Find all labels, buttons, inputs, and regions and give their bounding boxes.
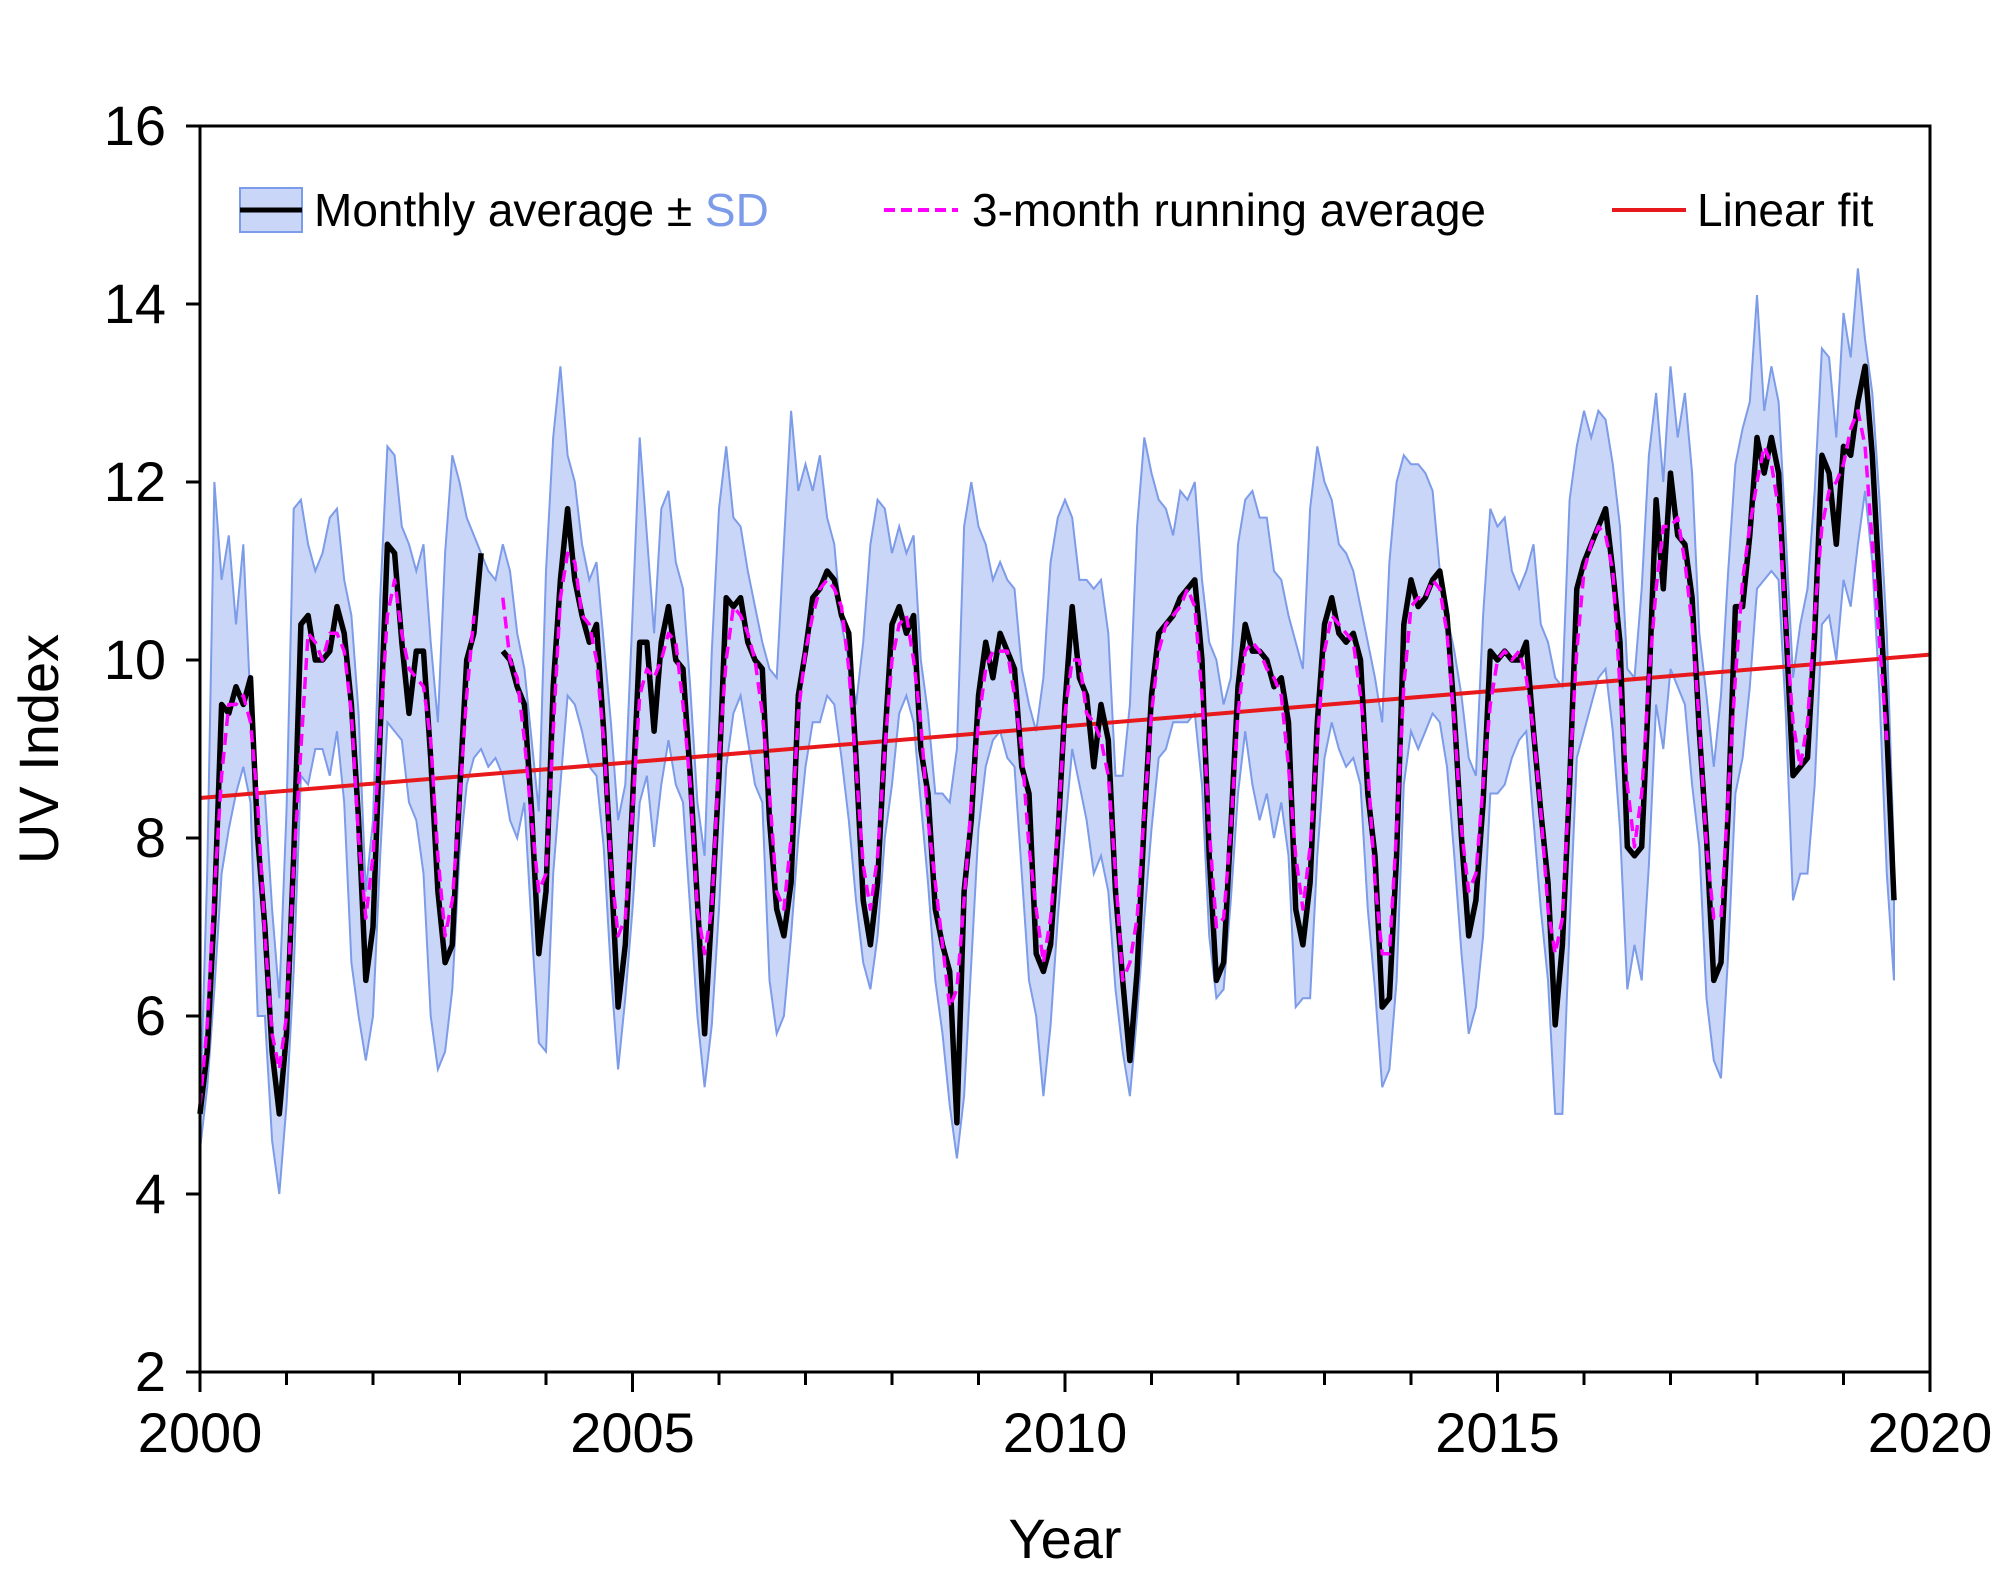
running-average-line (198, 409, 1889, 1106)
x-tick-label: 2010 (1003, 1401, 1128, 1464)
x-axis-label: Year (1008, 1507, 1121, 1570)
y-tick-label: 8 (135, 806, 166, 869)
x-tick-label: 2005 (570, 1401, 695, 1464)
y-tick-label: 10 (104, 628, 166, 691)
legend-monthly-label: Monthly average ± SD (314, 184, 769, 236)
legend-fit-label: Linear fit (1697, 184, 1874, 236)
y-tick-label: 6 (135, 984, 166, 1047)
legend-monthly-text: Monthly average ± (314, 184, 705, 236)
y-tick-label: 16 (104, 94, 166, 157)
y-axis-label: UV Index (7, 634, 70, 864)
y-tick-label: 12 (104, 450, 166, 513)
y-tick-label: 4 (135, 1162, 166, 1225)
y-tick-label: 2 (135, 1340, 166, 1403)
y-axis: 2 4 6 8 10 12 14 16 (104, 94, 200, 1403)
sd-band (199, 268, 1895, 1195)
legend: Monthly average ± SD 3-month running ave… (239, 184, 1874, 236)
x-tick-label: 2000 (138, 1401, 263, 1464)
x-axis: 2000 2005 2010 2015 2020 (138, 1372, 1993, 1464)
x-tick-label: 2015 (1435, 1401, 1560, 1464)
sd-band-area (199, 268, 1895, 1195)
y-tick-label: 14 (104, 272, 166, 335)
x-tick-label: 2020 (1868, 1401, 1993, 1464)
legend-running-label: 3-month running average (972, 184, 1486, 236)
legend-sd-text: SD (705, 184, 769, 236)
